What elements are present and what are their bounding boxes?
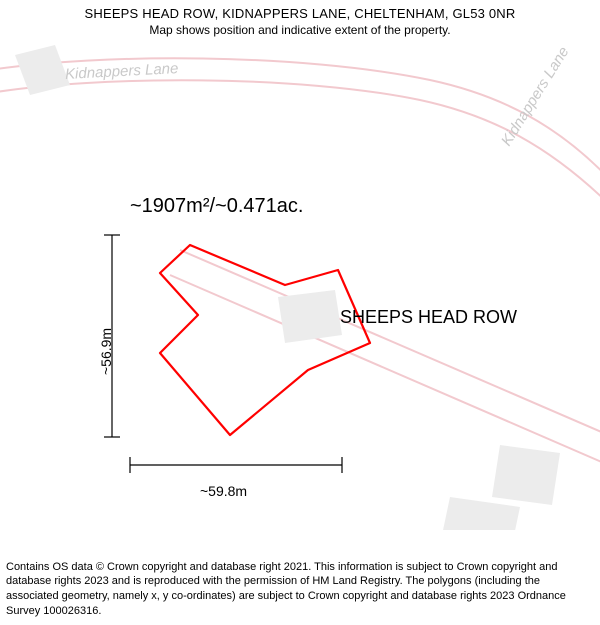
area-label: ~1907m²/~0.471ac. <box>130 195 303 218</box>
building-shape <box>442 497 520 530</box>
dim-vertical-label: ~56.9m <box>98 328 114 375</box>
header: SHEEPS HEAD ROW, KIDNAPPERS LANE, CHELTE… <box>0 6 600 37</box>
page-root: SHEEPS HEAD ROW, KIDNAPPERS LANE, CHELTE… <box>0 0 600 625</box>
dim-horizontal-label: ~59.8m <box>200 483 247 499</box>
page-title: SHEEPS HEAD ROW, KIDNAPPERS LANE, CHELTE… <box>0 6 600 21</box>
building-shape <box>278 290 342 343</box>
map-area: Kidnappers Lane Kidnappers Lane ~1907m²/… <box>0 45 600 530</box>
boundary-layer <box>160 245 370 435</box>
copyright-footer: Contains OS data © Crown copyright and d… <box>6 560 594 619</box>
property-boundary <box>160 245 370 435</box>
dimension-lines <box>104 235 342 473</box>
property-name-label: SHEEPS HEAD ROW <box>340 307 517 328</box>
road-diag-lower <box>170 275 600 470</box>
page-subtitle: Map shows position and indicative extent… <box>0 23 600 37</box>
road-diag-upper <box>180 250 600 440</box>
map-svg <box>0 45 600 530</box>
building-shape <box>492 445 560 505</box>
